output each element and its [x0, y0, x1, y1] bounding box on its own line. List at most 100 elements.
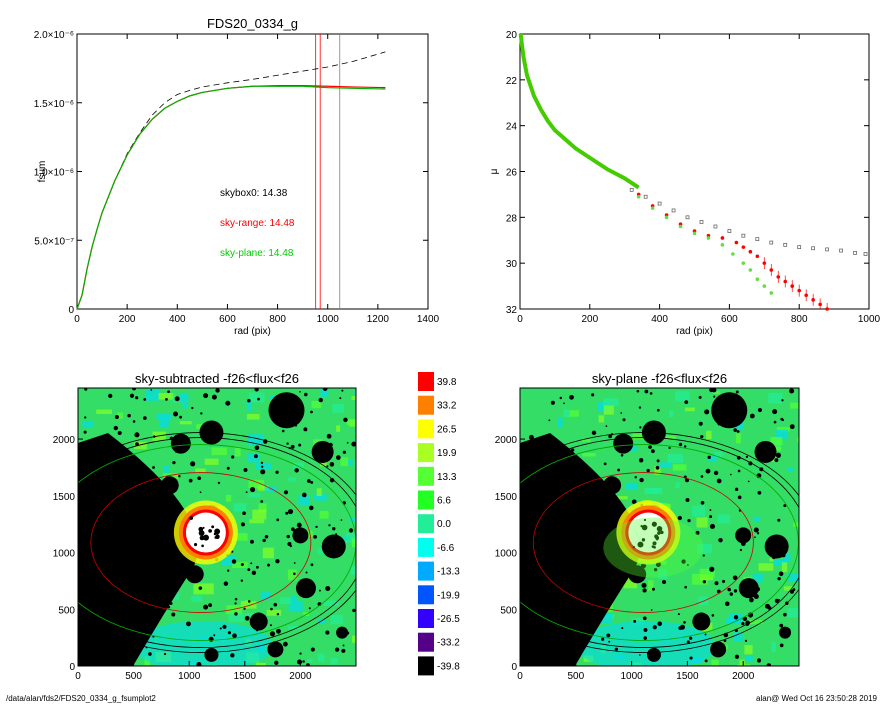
- noise-patch: [262, 547, 274, 559]
- masked-source: [789, 424, 795, 430]
- x-tick-label: 600: [219, 314, 236, 325]
- colorbar-swatch: [418, 609, 434, 628]
- masked-source: [352, 608, 356, 613]
- sky-subtracted-panel: sky-subtracted -f26<flux<f26 0 500 1000 1500…: [53, 371, 357, 682]
- colorbar-label: 19.9: [437, 448, 457, 459]
- masked-source: [251, 570, 257, 575]
- noise-patch: [182, 402, 188, 409]
- x-tick-label: 1000: [317, 314, 340, 325]
- masked-star: [764, 534, 789, 559]
- noise-patch: [258, 503, 267, 513]
- plane-shade: [603, 517, 704, 578]
- masked-source: [548, 419, 551, 422]
- masked-source: [638, 458, 644, 463]
- masked-source: [318, 589, 321, 592]
- core-mask: [643, 518, 647, 522]
- data-point: [741, 233, 746, 238]
- noise-patch: [211, 447, 227, 456]
- noise-patch: [797, 437, 799, 443]
- masked-source: [605, 425, 608, 427]
- masked-source: [135, 396, 139, 400]
- core-mask: [657, 531, 661, 535]
- masked-source: [773, 420, 777, 424]
- masked-source: [326, 433, 332, 439]
- mu-panel: 0 200 400 600 800 1000 20 22 24 26 28 30 32 rad (pix)…: [489, 30, 881, 337]
- noise-patch: [292, 462, 304, 469]
- masked-source: [286, 534, 290, 539]
- masked-source: [621, 627, 624, 630]
- masked-source: [780, 417, 784, 421]
- noise-patch: [747, 619, 763, 625]
- masked-source: [351, 441, 356, 447]
- masked-source: [747, 480, 750, 483]
- y-tick-label: 2000: [495, 435, 518, 446]
- noise-patch: [569, 410, 579, 417]
- noise-patch: [788, 572, 799, 582]
- masked-source: [684, 585, 688, 589]
- masked-source: [698, 421, 703, 426]
- data-point: [727, 229, 732, 233]
- masked-source: [270, 607, 273, 611]
- masked-source: [749, 413, 755, 419]
- data-point: [657, 201, 662, 206]
- masked-star: [754, 440, 777, 463]
- noise-patch: [770, 436, 783, 446]
- masked-star: [613, 433, 634, 454]
- noise-patch: [661, 560, 667, 565]
- noise-patch: [685, 407, 695, 412]
- noise-patch: [665, 435, 676, 440]
- masked-source: [296, 522, 302, 528]
- masked-source: [342, 644, 345, 647]
- noise-patch: [744, 645, 753, 655]
- y-tick-label: 22: [506, 76, 518, 87]
- y-tick-label: 30: [506, 259, 518, 270]
- masked-source: [84, 388, 88, 391]
- noise-patch: [354, 460, 356, 467]
- masked-source: [231, 559, 237, 564]
- sky-plane-ellipse: [520, 444, 799, 641]
- data-point: [699, 220, 704, 224]
- chart-title: FDS20_0334_g: [207, 16, 298, 31]
- masked-source: [339, 397, 342, 400]
- noise-patch: [307, 658, 313, 664]
- noise-patch: [228, 613, 245, 623]
- x-tick-label: 2000: [732, 671, 755, 682]
- masked-source: [735, 390, 739, 394]
- noise-patch: [311, 400, 322, 409]
- masked-source: [132, 420, 136, 423]
- noise-patch: [775, 429, 788, 439]
- noise-patch: [598, 415, 605, 423]
- noise-patch: [582, 452, 596, 457]
- masked-source: [639, 477, 644, 483]
- masked-source: [650, 449, 655, 454]
- noise-patch: [672, 464, 687, 471]
- colorbar-swatch: [418, 632, 434, 652]
- masked-source: [650, 609, 653, 611]
- sky-range-ellipse: [90, 472, 312, 613]
- colorbar-label: 13.3: [437, 472, 457, 483]
- masked-star: [710, 641, 727, 658]
- masked-source: [727, 587, 731, 592]
- data-point: [748, 249, 753, 254]
- data-point: [755, 254, 760, 259]
- colorbar-swatch: [418, 585, 434, 605]
- x-tick-label: 1000: [620, 671, 643, 682]
- noise-patch: [706, 430, 712, 440]
- data-point: [720, 236, 725, 240]
- masked-source: [642, 616, 647, 621]
- masked-source: [722, 579, 726, 583]
- masked-source: [114, 414, 119, 419]
- noise-patch: [82, 420, 93, 428]
- cyan-region: [133, 621, 274, 666]
- y-tick-label: 0: [69, 662, 75, 673]
- noise-patch: [675, 482, 680, 489]
- sky-annulus-outer: [520, 432, 799, 653]
- masked-source: [716, 478, 722, 484]
- x-tick-label: 600: [721, 314, 738, 325]
- masked-source: [269, 624, 272, 627]
- noise-patch: [786, 467, 794, 472]
- sky-range-ellipse: [532, 472, 754, 613]
- masked-source: [737, 469, 741, 473]
- masked-source: [306, 663, 310, 666]
- image-area: [520, 388, 799, 666]
